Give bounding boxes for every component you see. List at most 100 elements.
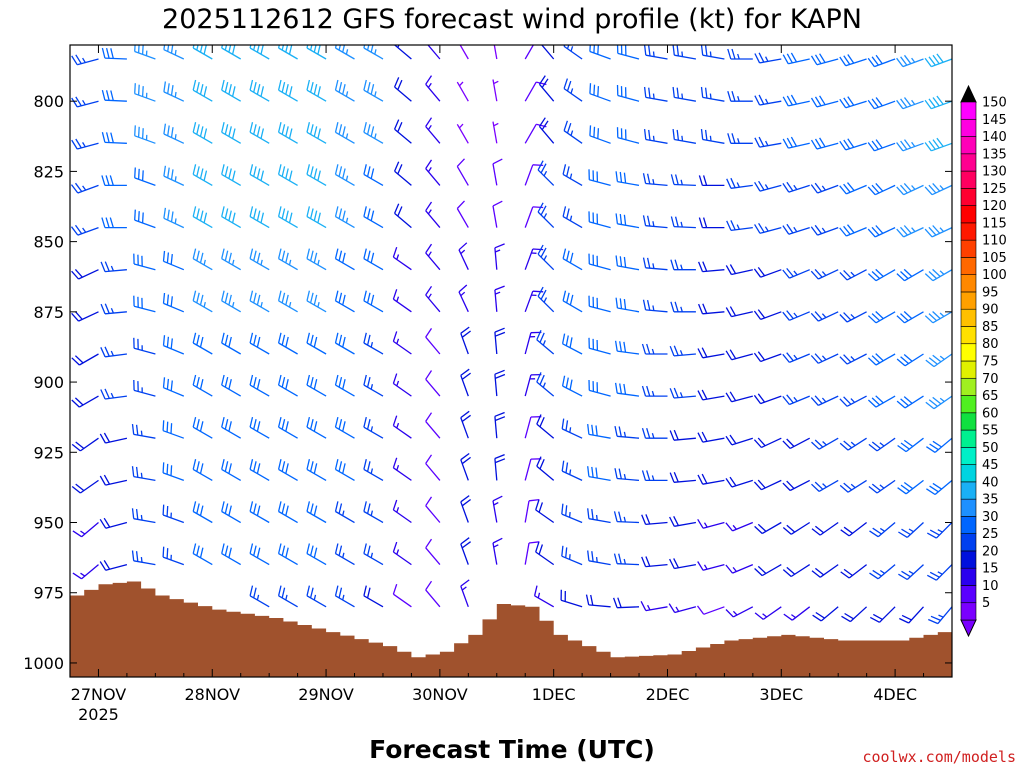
wind-barb — [334, 416, 355, 439]
wind-barb — [334, 79, 355, 102]
wind-barb — [392, 289, 412, 313]
colorbar-label: 130 — [982, 165, 1007, 180]
x-tick-label: 29NOV — [298, 685, 354, 704]
wind-barb — [562, 206, 583, 229]
wind-barb — [306, 501, 327, 524]
wind-barb — [306, 79, 327, 102]
wind-barb — [924, 311, 952, 324]
wind-barb — [163, 81, 185, 102]
wind-barb — [537, 160, 555, 186]
wind-barb — [753, 437, 782, 449]
wind-barb — [641, 514, 668, 526]
wind-barb — [782, 394, 810, 406]
wind-barb — [782, 352, 810, 364]
colorbar-swatch — [960, 585, 977, 604]
wind-barb — [277, 164, 298, 186]
wind-barb — [697, 473, 725, 485]
wind-barb — [896, 311, 924, 324]
wind-barb — [460, 495, 471, 523]
wind-barb — [810, 182, 839, 194]
wind-barb — [537, 244, 555, 271]
wind-barb — [277, 374, 298, 397]
wind-barb — [613, 511, 640, 524]
wind-barb — [249, 79, 270, 102]
wind-barb — [726, 177, 753, 189]
terrain-surface — [70, 581, 952, 677]
wind-barb — [334, 122, 355, 144]
wind-barb — [192, 416, 213, 439]
wind-barb — [589, 125, 611, 144]
wind-barb — [562, 290, 583, 313]
wind-barb — [100, 388, 127, 400]
colorbar-label: 35 — [982, 493, 999, 508]
wind-barb — [192, 332, 213, 355]
wind-barb — [869, 564, 896, 580]
wind-barb — [725, 264, 753, 276]
wind-barb — [131, 550, 156, 566]
wind-barb — [613, 553, 640, 566]
wind-barb — [726, 220, 753, 232]
wind-barb — [535, 541, 555, 566]
wind-barb — [306, 206, 327, 229]
wind-barb — [615, 213, 640, 229]
wind-barb — [782, 310, 810, 321]
wind-barb — [642, 299, 668, 313]
wind-barb — [392, 415, 412, 439]
wind-barb — [924, 268, 952, 282]
wind-barb — [249, 585, 270, 608]
wind-barb — [71, 311, 99, 322]
wind-barb — [131, 508, 156, 524]
wind-barb — [563, 120, 583, 144]
wind-barb — [334, 374, 355, 397]
wind-barb — [867, 225, 896, 238]
wind-barb — [456, 158, 469, 186]
colorbar-label: 45 — [982, 458, 999, 473]
wind-barb — [926, 522, 952, 539]
wind-barb — [277, 332, 298, 355]
wind-barb — [615, 297, 640, 313]
wind-barb — [561, 460, 583, 481]
wind-barb — [163, 165, 185, 186]
wind-barb — [672, 129, 697, 144]
colorbar-label: 85 — [982, 320, 999, 335]
y-tick-label: 900 — [33, 373, 64, 392]
wind-barb — [537, 202, 555, 229]
wind-barb — [697, 303, 725, 315]
wind-barb — [456, 81, 469, 102]
wind-barb — [363, 248, 384, 271]
wind-barb — [70, 59, 71, 60]
wind-barb — [425, 454, 441, 481]
wind-barb — [867, 182, 896, 196]
wind-barb — [460, 326, 471, 355]
wind-barb — [425, 496, 441, 523]
wind-barb — [839, 96, 867, 109]
wind-barb — [70, 182, 99, 194]
wind-barb — [363, 45, 384, 60]
wind-barb — [670, 301, 696, 313]
wind-barb — [99, 517, 128, 529]
wind-barb — [524, 498, 540, 523]
colorbar-bottom-arrow — [960, 619, 977, 638]
wind-barb — [924, 225, 952, 238]
colorbar-label: 90 — [982, 303, 999, 318]
wind-barb — [697, 389, 725, 401]
wind-barb — [221, 122, 242, 144]
wind-barb — [306, 543, 327, 566]
wind-barb — [782, 564, 811, 578]
wind-barb — [425, 117, 441, 144]
wind-barb — [71, 54, 99, 66]
wind-barb — [493, 45, 498, 60]
wind-barb — [782, 521, 811, 535]
wind-barb — [221, 206, 242, 229]
wind-barb — [99, 432, 128, 444]
colorbar-swatch — [960, 481, 977, 500]
wind-barb — [277, 206, 298, 229]
wind-barb — [725, 434, 753, 446]
wind-barb — [221, 45, 242, 60]
wind-barb — [72, 522, 99, 538]
wind-barb — [868, 479, 896, 494]
wind-barb — [614, 340, 640, 355]
wind-barb — [670, 174, 696, 187]
wind-barb — [782, 267, 810, 279]
wind-barb — [71, 353, 99, 366]
